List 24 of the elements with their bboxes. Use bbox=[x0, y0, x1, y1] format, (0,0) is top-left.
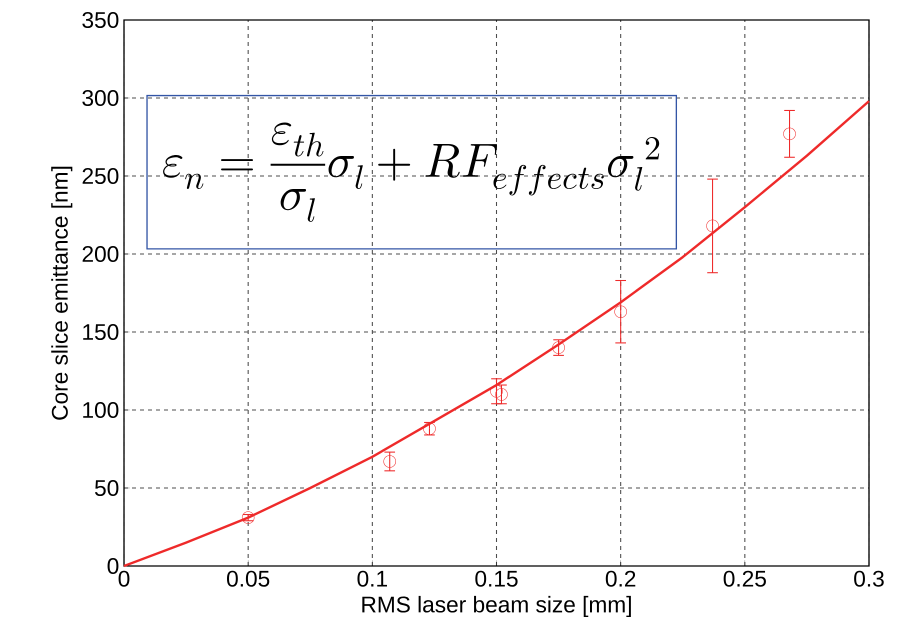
x-tick-label: 0.3 bbox=[854, 570, 884, 587]
point bbox=[242, 511, 254, 524]
y-tick-label: 250 bbox=[82, 168, 118, 184]
x-tick-label: 0.2 bbox=[606, 570, 636, 587]
x-tick-label: 0 bbox=[118, 570, 130, 587]
x-tick-label: 0.05 bbox=[226, 570, 270, 587]
point bbox=[783, 128, 796, 140]
x-tick-label: 0.1 bbox=[357, 570, 387, 587]
point bbox=[706, 220, 719, 232]
y-axis-title: Core slice emittance [nm] bbox=[51, 166, 72, 420]
y-tick-label: 300 bbox=[82, 90, 118, 106]
point bbox=[614, 305, 627, 318]
point bbox=[383, 455, 396, 468]
x-tick-label: 0.15 bbox=[475, 570, 518, 587]
x-tick-label: 0.25 bbox=[724, 570, 766, 587]
y-tick-label: 150 bbox=[83, 324, 118, 340]
y-tick-label: 200 bbox=[82, 246, 118, 262]
y-tick-label: 50 bbox=[94, 480, 118, 496]
y-tick-label: 100 bbox=[83, 402, 118, 418]
x-axis-title: RMS laser beam size [mm] bbox=[362, 596, 631, 618]
annotation: $\varepsilon_n = \frac{\varepsilon_{th}}{\sigma_l}\sigma_l + RF_{effects}\sigma_l^{\;2}$ bbox=[163, 122, 660, 222]
y-tick-label: 350 bbox=[82, 12, 118, 28]
point bbox=[495, 388, 508, 401]
y-tick-label: 0 bbox=[108, 558, 118, 574]
